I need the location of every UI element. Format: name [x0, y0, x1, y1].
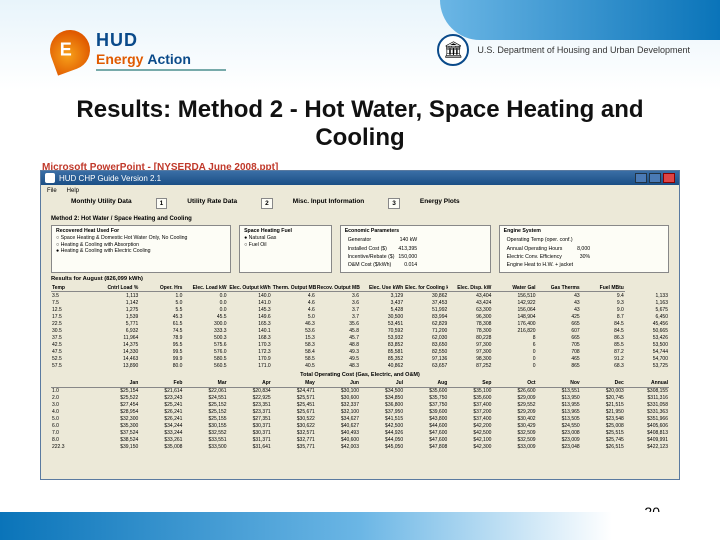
tab-misc[interactable]: Misc. Input Information	[293, 198, 365, 209]
economic-table: Generator140 kWInstalled Cost ($)413,395…	[345, 235, 420, 270]
app-icon	[45, 173, 55, 183]
window-title: HUD CHP Guide Version 2.1	[59, 174, 161, 183]
tabs-row: Monthly Utility Data 1 Utility Rate Data…	[41, 196, 679, 211]
monthly-results-title: Results for August (826,099 kWh)	[51, 276, 669, 283]
chp-guide-window: HUD CHP Guide Version 2.1 File Help Mont…	[40, 170, 680, 480]
hud-seal: 🏛 U.S. Department of Housing and Urban D…	[437, 34, 690, 66]
monthly-results-table: TempCntrl Load %Oper. HrsElec. Load kWEl…	[51, 284, 669, 369]
totals-title: Total Operating Cost (Gas, Electric, and…	[51, 372, 669, 379]
totals-table: JanFebMarAprMayJunJulAugSepOctNovDecAnnu…	[51, 380, 669, 451]
menu-bar: File Help	[41, 185, 679, 196]
energy-action-logo: HUD Energy Action	[50, 30, 226, 71]
tab-btn-3[interactable]: 3	[388, 198, 400, 209]
menu-help[interactable]: Help	[67, 188, 79, 194]
close-button[interactable]	[663, 173, 675, 183]
opt-electric-cooling[interactable]: ● Heating & Cooling with Electric Coolin…	[56, 248, 226, 254]
tab-utility-rate[interactable]: Utility Rate Data	[187, 198, 237, 209]
economic-panel: Economic Parameters Generator140 kWInsta…	[340, 225, 491, 273]
method-title: Method 2: Hot Water / Space Heating and …	[51, 216, 669, 223]
flame-icon	[44, 24, 95, 75]
window-titlebar[interactable]: HUD CHP Guide Version 2.1	[41, 171, 679, 185]
hud-seal-text: U.S. Department of Housing and Urban Dev…	[477, 45, 690, 55]
maximize-button[interactable]	[649, 173, 661, 183]
logo-hud-text: HUD	[96, 30, 226, 51]
tab-btn-2[interactable]: 2	[261, 198, 273, 209]
results-content: Method 2: Hot Water / Space Heating and …	[41, 211, 679, 454]
footer-wave	[0, 512, 720, 540]
tab-monthly[interactable]: Monthly Utility Data	[71, 198, 132, 209]
minimize-button[interactable]	[635, 173, 647, 183]
tab-btn-1[interactable]: 1	[156, 198, 168, 209]
menu-file[interactable]: File	[47, 188, 57, 194]
slide-header: HUD Energy Action 🏛 U.S. Department of H…	[0, 0, 720, 90]
slide-title: Results: Method 2 - Hot Water, Space Hea…	[0, 96, 720, 152]
engine-panel: Engine System Operating Temp (oper. conf…	[499, 225, 669, 273]
hud-seal-icon: 🏛	[437, 34, 469, 66]
opt-fuel-oil[interactable]: ○ Fuel Oil	[244, 242, 327, 248]
tab-energy-plots[interactable]: Energy Plots	[420, 198, 460, 209]
engine-table: Operating Temp (oper. conf.)Annual Opera…	[504, 235, 593, 270]
recovered-heat-panel: Recovered Heat Used For ○ Space Heating …	[51, 225, 231, 273]
fuel-panel: Space Heating Fuel ● Natural Gas ○ Fuel …	[239, 225, 332, 273]
